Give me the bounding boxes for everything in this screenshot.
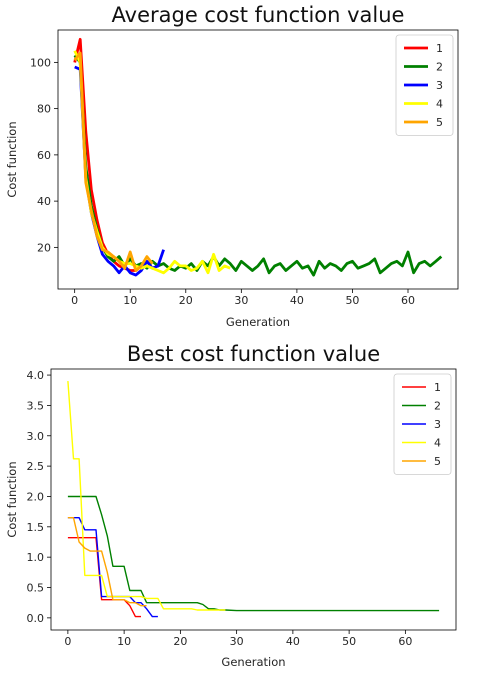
x-axis-label: Generation	[221, 655, 285, 669]
x-tick-label: 30	[234, 294, 248, 307]
x-tick-label: 60	[398, 635, 412, 648]
x-tick-label: 20	[173, 635, 187, 648]
y-tick-label: 2.0	[27, 490, 45, 503]
y-tick-label: 0.0	[27, 612, 45, 625]
chart-title: Average cost function value	[112, 3, 405, 27]
legend-label-3: 3	[434, 418, 441, 431]
series-line-3	[67, 517, 158, 618]
x-tick-label: 0	[64, 635, 71, 648]
legend-label-5: 5	[436, 116, 443, 129]
x-tick-label: 0	[71, 294, 78, 307]
y-tick-label: 4.0	[27, 369, 45, 382]
y-tick-label: 60	[37, 149, 51, 162]
legend-label-4: 4	[436, 98, 443, 111]
x-tick-label: 50	[345, 294, 359, 307]
x-tick-label: 60	[401, 294, 415, 307]
y-tick-label: 20	[37, 241, 51, 254]
plot-frame	[50, 368, 457, 631]
y-tick-label: 100	[30, 56, 51, 69]
y-tick-label: 2.5	[27, 460, 45, 473]
x-tick-label: 30	[230, 635, 244, 648]
legend-label-2: 2	[436, 61, 443, 74]
plot-frame	[57, 29, 459, 290]
legend: 1 2 3 4 5	[393, 373, 452, 475]
legend-label-4: 4	[434, 437, 441, 450]
x-tick-label: 10	[117, 635, 131, 648]
chart-2: Best cost function value 0 10 20 30 40 50 60 0.0…	[5, 342, 457, 669]
x-tick-label: 10	[123, 294, 137, 307]
legend-label-1: 1	[436, 42, 443, 55]
series-line-2	[67, 495, 440, 612]
series-line-5	[73, 51, 154, 272]
series-line-5	[67, 517, 147, 607]
y-tick-label: 1.0	[27, 551, 45, 564]
x-axis-label: Generation	[226, 315, 290, 329]
y-tick-label: 0.5	[27, 582, 45, 595]
y-tick-label: 3.5	[27, 399, 45, 412]
y-axis-label: Cost function	[5, 461, 19, 537]
legend-label-2: 2	[434, 400, 441, 413]
x-tick-label: 20	[179, 294, 193, 307]
y-tick-label: 80	[37, 103, 51, 116]
legend-label-5: 5	[434, 455, 441, 468]
x-tick-label: 40	[286, 635, 300, 648]
series-line-4	[67, 381, 226, 611]
legend: 1 2 3 4 5	[395, 34, 454, 136]
chart-1: Average cost function value 0 10 20 30 40 50 60…	[5, 3, 459, 329]
legend-label-1: 1	[434, 381, 441, 394]
x-tick-label: 40	[290, 294, 304, 307]
legend-label-3: 3	[436, 79, 443, 92]
series-line-1	[67, 537, 141, 618]
x-tick-label: 50	[342, 635, 356, 648]
y-axis-label: Cost function	[5, 121, 19, 197]
y-tick-label: 40	[37, 195, 51, 208]
chart-title: Best cost function value	[127, 342, 380, 366]
series-line-2	[73, 54, 443, 277]
y-tick-label: 1.5	[27, 521, 45, 534]
y-tick-label: 3.0	[27, 430, 45, 443]
series-line-3	[74, 65, 165, 277]
